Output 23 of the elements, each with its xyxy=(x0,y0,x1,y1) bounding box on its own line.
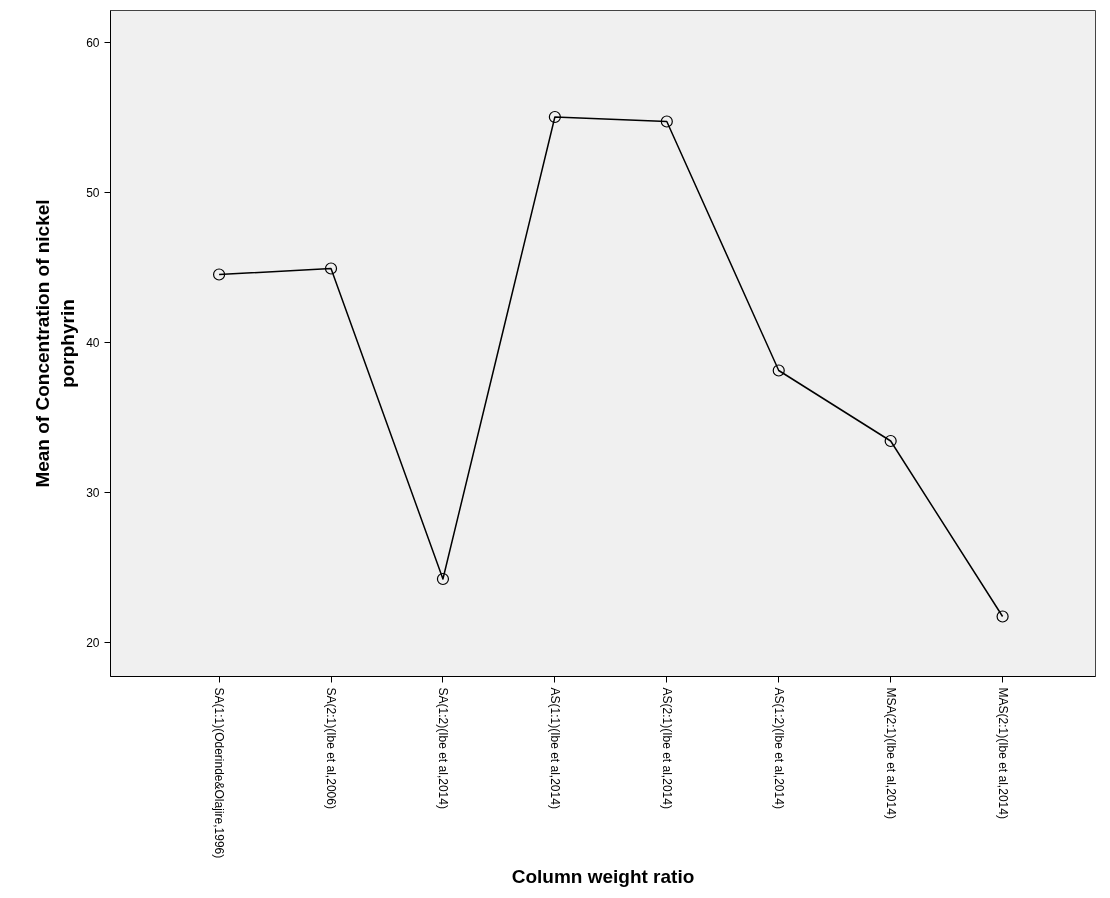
y-tick-label: 30 xyxy=(86,485,100,500)
point xyxy=(324,262,338,275)
point xyxy=(548,110,561,124)
x-tick-label: AS(1:1)(Ibe et al,2014) xyxy=(547,687,562,809)
point xyxy=(660,115,673,128)
x-axis-title: Column weight ratio xyxy=(511,866,695,888)
point xyxy=(436,572,450,586)
x-tick-label: AS(2:1)(Ibe et al,2014) xyxy=(659,687,674,809)
x-tick-label: SA(1:2)(Ibe et al,2014) xyxy=(435,687,450,809)
y-axis-title: Mean of Concentration of nickel porphyrin xyxy=(31,199,79,488)
y-tick-label: 40 xyxy=(86,335,100,350)
point xyxy=(772,364,785,377)
point xyxy=(996,610,1009,623)
x-tick-label: AS(1:2)(Ibe et al,2014) xyxy=(771,687,786,809)
y-tick-label: 60 xyxy=(86,35,100,50)
point xyxy=(212,268,226,281)
point xyxy=(884,434,897,448)
y-tick-label: 20 xyxy=(86,635,100,650)
x-tick-label: MSA(2:1)(Ibe et al,2014) xyxy=(883,687,898,819)
x-tick-label: MAS(2:1)(Ibe et al,2014) xyxy=(995,687,1010,819)
y-tick-label: 50 xyxy=(86,185,100,200)
x-tick-label: SA(2:1)(Ibe et al,2006) xyxy=(324,687,339,809)
x-tick-label: SA(1:1)(Oderinde&Olajire,1996) xyxy=(212,687,227,859)
